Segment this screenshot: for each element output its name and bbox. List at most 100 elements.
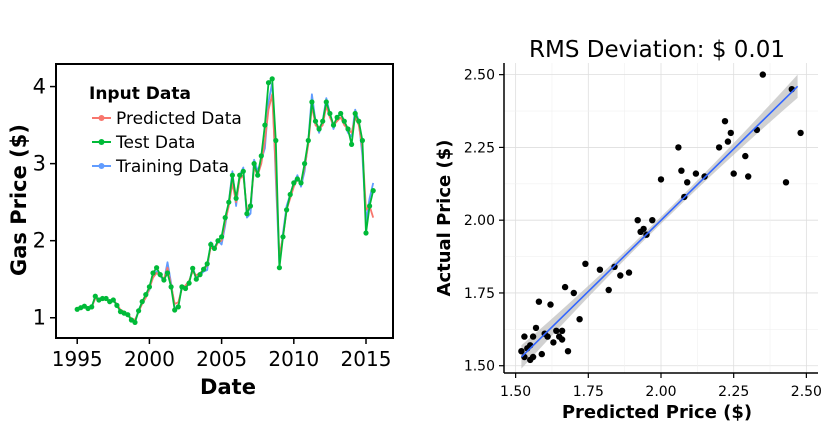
x-tick-label: 1.50 [500,384,531,400]
test-data-point [193,276,199,282]
test-data-point [302,161,308,167]
test-data-point [251,161,257,167]
x-tick-label: 2005 [196,347,247,371]
test-data-point [284,207,290,213]
x-tick-label: 2.25 [718,384,749,400]
test-data-point [132,319,138,325]
test-data-point [172,307,178,313]
test-data-point [258,153,264,159]
test-data-point [222,215,228,221]
x-tick-label: 2015 [341,347,392,371]
scatter-x-axis-label: Predicted Price ($) [562,402,752,423]
scatter-point [640,225,647,233]
legend-entries: Predicted Data Test Data Training Data [92,109,242,177]
test-data-point [226,199,232,205]
timeseries-x-axis: 1995 2000 2005 2010 2015 [52,338,392,371]
legend-item-test-data: Test Data [92,133,195,153]
y-tick-label: 1.50 [464,359,495,375]
test-data-point [229,172,235,178]
legend: Input Data Predicted Data Test Data Traini… [89,84,242,177]
test-data-point [265,80,272,86]
test-data-point [164,270,171,276]
test-data-point [298,180,304,186]
test-data-point [89,304,95,310]
test-data-point [186,280,192,286]
x-tick-label: 2010 [268,347,319,371]
scatter-panel: RMS Deviation: $ 0.01 1.50 1.75 2.00 2.25 2.… [434,37,822,423]
test-data-point [237,172,243,178]
test-data-point [341,118,347,124]
timeseries-plot-frame [55,63,394,339]
scatter-point [649,217,656,224]
test-data-point [269,76,275,82]
test-data-point [208,241,214,248]
scatter-point [582,260,589,267]
test-data-point [211,245,217,251]
test-data-point [305,137,311,144]
scatter-point [529,333,537,340]
x-tick-label: 2000 [124,347,175,371]
scatter-point [558,336,566,343]
test-data-point [92,293,98,299]
scatter-point [532,324,540,332]
scatter-point [678,167,685,174]
x-tick-label: 2.00 [645,384,676,400]
y-tick-label: 2.50 [464,68,495,84]
scatter-point [558,327,566,334]
test-data-point [157,272,163,278]
test-data-point [99,295,106,302]
scatter-fit-line-group [520,85,799,358]
timeseries-y-axis-label: Gas Price ($) [7,124,31,276]
test-data-point [356,118,362,124]
x-tick-label: 1.75 [573,384,604,400]
scatter-point [605,286,612,294]
scatter-point [724,138,732,145]
scatter-point [538,350,545,358]
scatter-point [797,129,804,137]
legend-title: Input Data [89,84,191,104]
legend-item-training-data: Training Data [92,157,229,177]
scatter-point [550,339,557,346]
scatter-point [518,348,525,355]
test-data-point [204,261,210,267]
test-data-point [190,265,196,271]
legend-label: Predicted Data [116,109,242,129]
test-data-point [334,114,340,120]
legend-label: Test Data [115,133,195,153]
x-tick-label: 1995 [52,347,103,371]
test-data-point [338,110,344,117]
test-data-point [146,284,152,290]
scatter-title: RMS Deviation: $ 0.01 [529,37,785,63]
scatter-point [657,176,665,183]
test-data-point [182,285,189,292]
test-data-point [247,203,254,209]
test-data-point [262,122,268,128]
scatter-point [547,301,554,308]
test-data-point [309,99,315,105]
test-data-point [139,299,145,305]
test-data-point [143,292,149,298]
scatter-point [742,152,749,160]
scatter-point [596,266,604,273]
scatter-point [782,179,790,186]
scatter-point [521,333,528,340]
fit-line [520,85,799,358]
scatter-point [727,129,734,137]
test-data-point [363,230,369,236]
test-data-point [327,110,333,117]
test-data-point [136,308,142,314]
scatter-point [576,316,583,323]
legend-key-point [98,163,105,169]
test-data-point [161,277,167,283]
test-data-point [255,172,261,178]
series-test-data [74,76,376,325]
scatter-y-axis: 1.50 1.75 2.00 2.25 2.50 [464,68,504,375]
test-data-point [280,234,286,240]
test-data-point [349,141,355,147]
scatter-point [544,333,551,340]
test-data-point [294,176,300,182]
test-data-point [276,265,282,271]
legend-label: Training Data [115,157,229,177]
scatter-point [721,118,729,125]
